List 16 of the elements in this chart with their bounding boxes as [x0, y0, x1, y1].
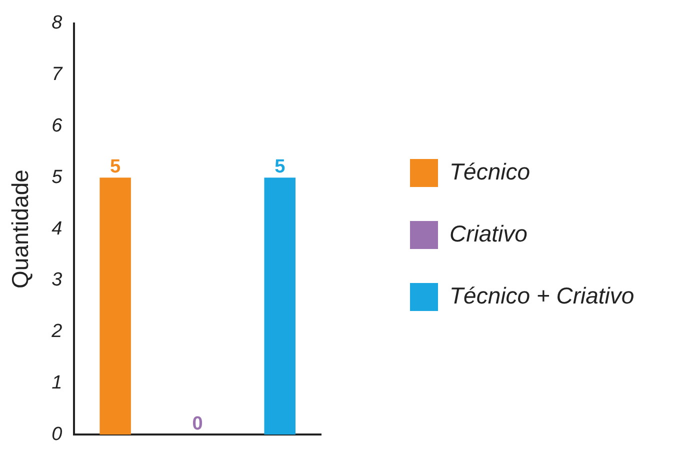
- y-tick-label: 1: [52, 372, 62, 394]
- data-label: 5: [274, 156, 286, 178]
- y-tick-label: 3: [52, 270, 63, 291]
- y-tick-label: 0: [52, 424, 63, 445]
- legend-label: Criativo: [450, 220, 528, 246]
- y-tick-label: 4: [52, 218, 62, 240]
- y-tick-label: 7: [52, 64, 64, 86]
- legend-label: Técnico + Criativo: [450, 282, 634, 308]
- y-tick-label: 8: [52, 12, 63, 34]
- data-label: 0: [192, 413, 203, 434]
- y-axis-title: Quantidade: [7, 170, 34, 288]
- legend-label: Técnico: [450, 158, 530, 184]
- y-tick-label: 6: [52, 115, 63, 136]
- data-label: 5: [110, 156, 122, 178]
- y-tick-label: 5: [52, 166, 63, 188]
- y-tick-label: 2: [50, 321, 63, 342]
